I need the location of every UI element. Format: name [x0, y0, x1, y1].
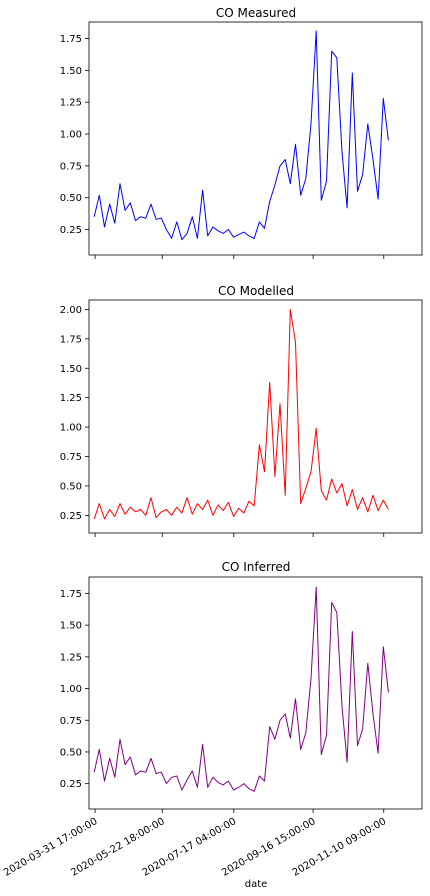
series-line-co-modelled [93, 308, 389, 520]
y-tick-label: 0.75 [60, 452, 82, 463]
panel-1-title: CO Measured [216, 6, 296, 20]
y-tick-label: 1.75 [60, 34, 82, 45]
y-tick-label: 1.00 [60, 130, 82, 141]
y-tick-label: 1.25 [60, 393, 82, 404]
series-line-co-measured [93, 30, 389, 241]
y-tick-label: 0.25 [60, 225, 82, 236]
y-tick-label: 0.75 [60, 161, 82, 172]
y-tick-label: 0.25 [60, 779, 82, 790]
panel-3-frame [88, 576, 423, 810]
y-tick-label: 1.00 [60, 684, 82, 695]
y-tick-label: 2.00 [60, 305, 82, 316]
y-tick-label: 1.50 [60, 621, 82, 632]
panel-co-modelled: CO Modelled 0.25 0.50 0.75 1.00 1.25 1.50 1.75… [60, 284, 423, 537]
y-tick-label: 0.50 [60, 747, 82, 758]
panel-2-title: CO Modelled [218, 284, 294, 298]
panel-3-title: CO Inferred [222, 560, 291, 574]
panel-2-frame [88, 299, 423, 534]
y-tick-label: 0.50 [60, 481, 82, 492]
x-axis-label: date [245, 879, 268, 890]
y-tick-label: 0.75 [60, 716, 82, 727]
y-tick-label: 0.25 [60, 511, 82, 522]
series-line-co-inferred [93, 586, 389, 792]
y-tick-label: 1.25 [60, 98, 82, 109]
y-tick-label: 1.25 [60, 652, 82, 663]
panel-co-measured: CO Measured 0.25 0.50 0.75 1.00 1.25 1.50 1.75 [60, 6, 423, 259]
panel-co-inferred: CO Inferred 0.25 0.50 0.75 1.00 1.25 1.50 1.75… [2, 560, 423, 890]
panel-1-frame [88, 21, 423, 256]
y-tick-label: 1.75 [60, 334, 82, 345]
y-tick-label: 0.50 [60, 193, 82, 204]
y-tick-label: 1.50 [60, 364, 82, 375]
y-tick-label: 1.75 [60, 589, 82, 600]
y-tick-label: 1.50 [60, 66, 82, 77]
y-tick-label: 1.00 [60, 423, 82, 434]
